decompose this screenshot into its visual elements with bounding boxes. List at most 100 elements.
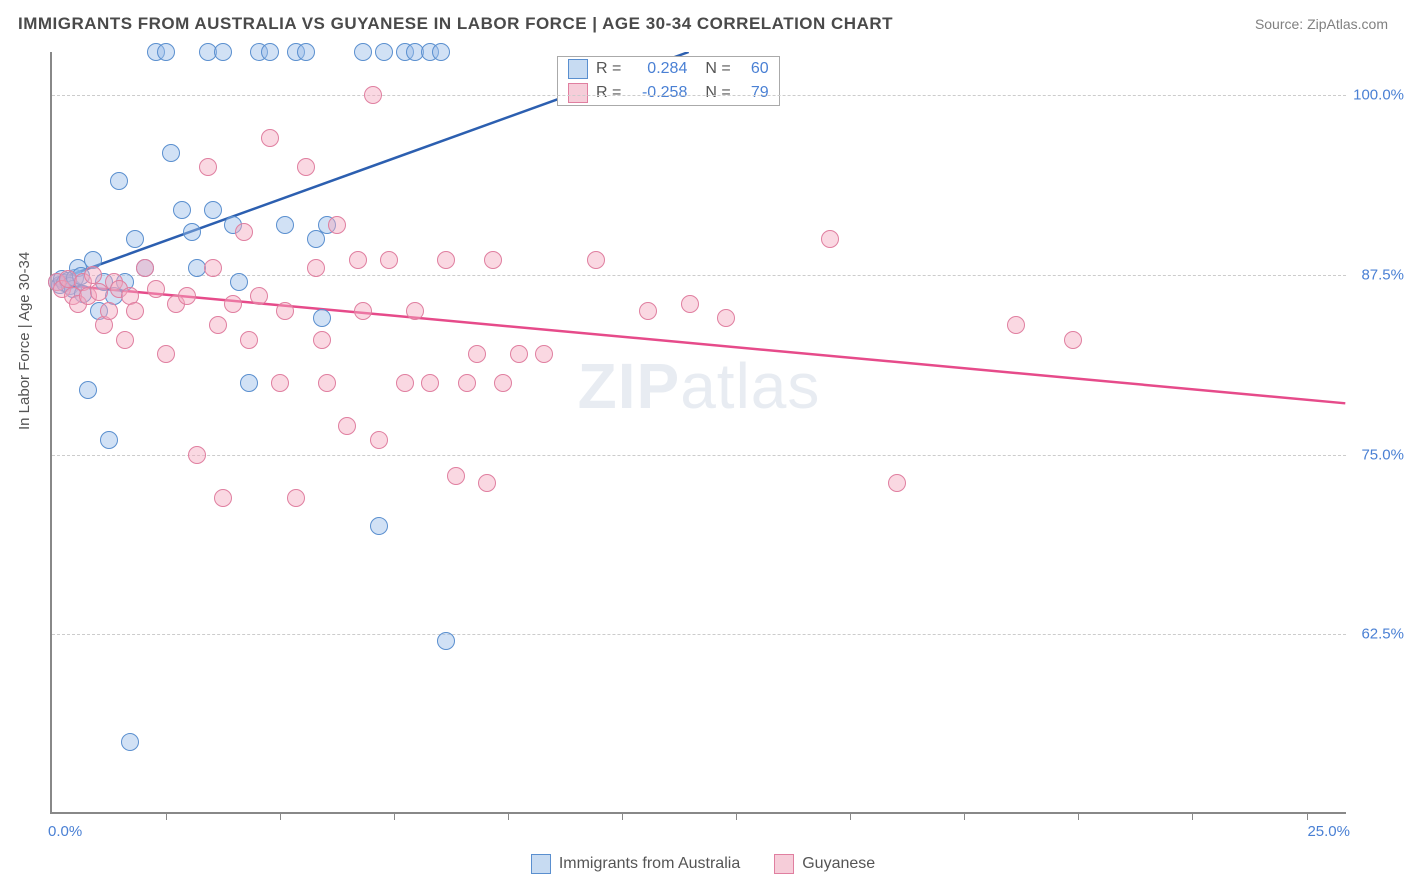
scatter-point <box>116 331 134 349</box>
stats-n-value: 79 <box>739 84 769 102</box>
scatter-point <box>380 251 398 269</box>
x-tick-label: 0.0% <box>48 823 82 840</box>
y-tick-label: 87.5% <box>1361 266 1404 283</box>
stats-row: R = -0.258 N = 79 <box>558 81 779 105</box>
stats-n-value: 60 <box>739 60 769 78</box>
scatter-point <box>250 287 268 305</box>
grid-line-h <box>52 275 1346 276</box>
bottom-legend: Immigrants from Australia Guyanese <box>0 854 1406 874</box>
x-tick-label: 25.0% <box>1307 823 1350 840</box>
grid-line-h <box>52 634 1346 635</box>
x-tick-mark <box>736 812 737 820</box>
scatter-point <box>821 230 839 248</box>
scatter-point <box>157 345 175 363</box>
scatter-point <box>318 374 336 392</box>
x-tick-mark <box>166 812 167 820</box>
scatter-point <box>639 302 657 320</box>
source-label: Source: ZipAtlas.com <box>1255 16 1388 32</box>
scatter-point <box>261 129 279 147</box>
chart-title: IMMIGRANTS FROM AUSTRALIA VS GUYANESE IN… <box>18 14 893 34</box>
scatter-point <box>535 345 553 363</box>
x-tick-mark <box>622 812 623 820</box>
scatter-point <box>136 259 154 277</box>
x-tick-mark <box>280 812 281 820</box>
scatter-point <box>406 302 424 320</box>
stats-r-label: R = <box>596 84 621 102</box>
scatter-point <box>888 474 906 492</box>
legend-item: Immigrants from Australia <box>531 854 740 874</box>
scatter-point <box>313 331 331 349</box>
scatter-point <box>121 733 139 751</box>
scatter-point <box>110 172 128 190</box>
scatter-point <box>717 309 735 327</box>
scatter-point <box>364 86 382 104</box>
scatter-point <box>349 251 367 269</box>
stats-row: R = 0.284 N = 60 <box>558 57 779 81</box>
grid-line-h <box>52 95 1346 96</box>
scatter-point <box>224 295 242 313</box>
scatter-point <box>183 223 201 241</box>
scatter-point <box>510 345 528 363</box>
scatter-point <box>338 417 356 435</box>
stats-r-label: R = <box>596 60 621 78</box>
scatter-point <box>370 431 388 449</box>
scatter-point <box>276 216 294 234</box>
stats-n-label: N = <box>705 60 730 78</box>
scatter-point <box>240 374 258 392</box>
stats-swatch <box>568 83 588 103</box>
scatter-point <box>276 302 294 320</box>
scatter-point <box>437 251 455 269</box>
scatter-point <box>126 302 144 320</box>
scatter-point <box>313 309 331 327</box>
stats-swatch <box>568 59 588 79</box>
scatter-point <box>261 43 279 61</box>
scatter-point <box>178 287 196 305</box>
stats-n-label: N = <box>705 84 730 102</box>
stats-r-value: -0.258 <box>629 84 687 102</box>
scatter-point <box>240 331 258 349</box>
scatter-point <box>458 374 476 392</box>
scatter-point <box>235 223 253 241</box>
x-tick-mark <box>1192 812 1193 820</box>
plot-area: ZIPatlas R =0.284N =60R =-0.258N =79 62.… <box>50 52 1346 814</box>
scatter-point <box>162 144 180 162</box>
y-tick-label: 62.5% <box>1361 626 1404 643</box>
scatter-point <box>188 446 206 464</box>
x-tick-mark <box>1078 812 1079 820</box>
x-tick-mark <box>394 812 395 820</box>
x-tick-mark <box>508 812 509 820</box>
trend-lines <box>52 52 1346 812</box>
y-tick-label: 100.0% <box>1353 87 1404 104</box>
x-tick-mark <box>1307 812 1308 820</box>
scatter-point <box>437 632 455 650</box>
scatter-point <box>681 295 699 313</box>
stats-r-value: 0.284 <box>629 60 687 78</box>
scatter-point <box>396 374 414 392</box>
y-axis-label: In Labor Force | Age 30-34 <box>16 252 33 430</box>
legend-label: Immigrants from Australia <box>559 855 740 873</box>
scatter-point <box>494 374 512 392</box>
legend-label: Guyanese <box>802 855 875 873</box>
scatter-point <box>230 273 248 291</box>
scatter-point <box>370 517 388 535</box>
scatter-point <box>484 251 502 269</box>
legend-swatch <box>531 854 551 874</box>
scatter-point <box>204 259 222 277</box>
scatter-point <box>354 302 372 320</box>
scatter-point <box>214 43 232 61</box>
scatter-point <box>297 43 315 61</box>
scatter-point <box>157 43 175 61</box>
scatter-point <box>1007 316 1025 334</box>
scatter-point <box>147 280 165 298</box>
legend-item: Guyanese <box>774 854 875 874</box>
scatter-point <box>126 230 144 248</box>
watermark: ZIPatlas <box>578 349 821 423</box>
scatter-point <box>478 474 496 492</box>
scatter-point <box>84 266 102 284</box>
scatter-point <box>271 374 289 392</box>
scatter-point <box>297 158 315 176</box>
scatter-point <box>328 216 346 234</box>
grid-line-h <box>52 455 1346 456</box>
scatter-point <box>287 489 305 507</box>
scatter-point <box>173 201 191 219</box>
